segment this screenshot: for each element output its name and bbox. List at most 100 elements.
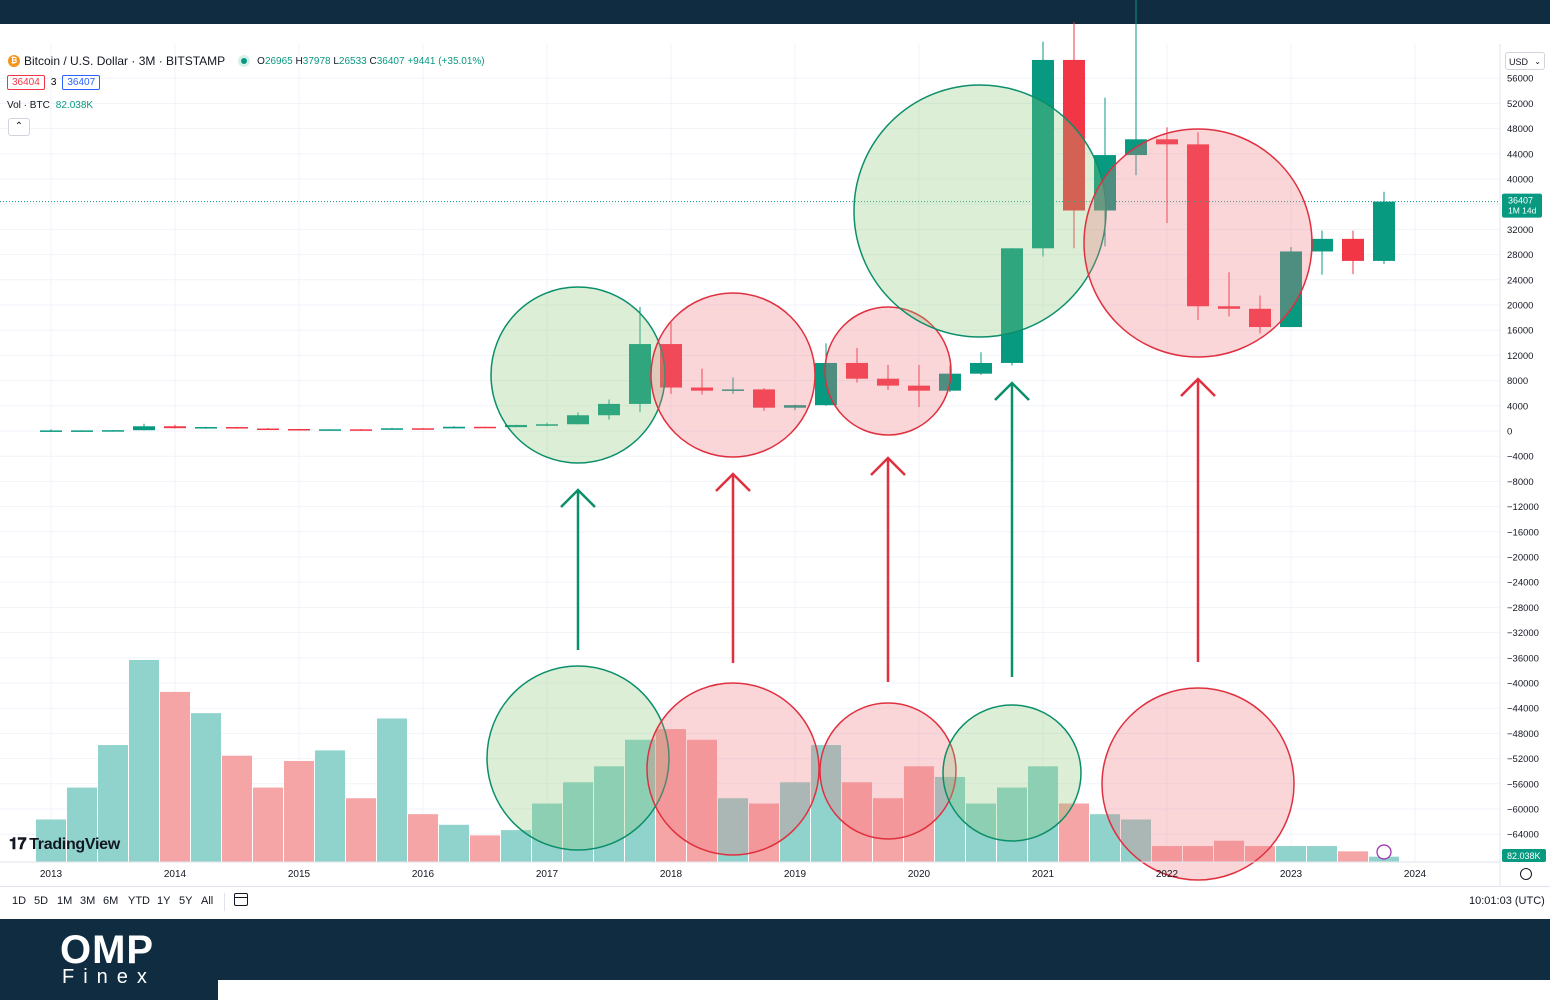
candle-body [288, 428, 310, 431]
tf-1y-button[interactable]: 1Y [157, 895, 171, 907]
volume-bar [67, 787, 97, 862]
candle-body [1218, 306, 1240, 309]
x-tick-label: 2017 [536, 869, 559, 880]
y-tick-label: −52000 [1507, 754, 1539, 765]
y-tick-label: 32000 [1507, 225, 1533, 236]
volume-bar [346, 798, 376, 862]
volume-bar [935, 776, 965, 862]
tf-1d-button[interactable]: 1D [12, 895, 27, 907]
y-tick-label: 20000 [1507, 301, 1533, 312]
volume-bar [1338, 851, 1368, 862]
arrow-head [870, 456, 906, 476]
volume-label: Vol · BTC [7, 100, 50, 111]
candle-body [536, 424, 558, 426]
tradingview-mark-icon: 𝟏𝟕 [9, 836, 27, 853]
tradingview-logo[interactable]: 𝟏𝟕 TradingView [9, 836, 120, 854]
candle-body [1187, 144, 1209, 307]
volume-bar [811, 745, 841, 862]
volume-bar [439, 824, 469, 862]
volume-bar [780, 782, 810, 862]
tradingview-wordmark: TradingView [29, 836, 120, 853]
y-tick-label: 12000 [1507, 351, 1533, 362]
candle-body [846, 362, 868, 379]
y-tick-label: −48000 [1507, 729, 1539, 740]
volume-highlight-circle [942, 704, 1082, 842]
y-tick-label: 28000 [1507, 250, 1533, 261]
tf-5d-button[interactable]: 5D [34, 895, 49, 907]
candle-body [40, 430, 62, 432]
tf-3m-button[interactable]: 3M [80, 895, 96, 907]
volume-bar [873, 798, 903, 862]
volume-bar [718, 798, 748, 862]
tf-5y-button[interactable]: 5Y [179, 895, 193, 907]
volume-bar [687, 739, 717, 862]
volume-bar [1183, 846, 1213, 862]
bid-price[interactable]: 36404 [7, 75, 45, 90]
price-candles [0, 0, 1500, 432]
ask-price[interactable]: 36407 [62, 75, 101, 90]
volume-highlight-circle [819, 702, 957, 840]
y-tick-label: 52000 [1507, 99, 1533, 110]
price-highlight-circle [490, 286, 666, 464]
candle-body [319, 429, 341, 431]
candle-body [691, 387, 713, 391]
symbol-title[interactable]: Bitcoin / U.S. Dollar · 3M · BITSTAMP [24, 54, 226, 68]
y-tick-label: −16000 [1507, 527, 1539, 538]
x-tick-label: 2013 [40, 869, 63, 880]
symbol-header[interactable]: ₿ Bitcoin / U.S. Dollar · 3M · BITSTAMP … [8, 54, 485, 68]
collapse-legend-button[interactable]: ⌃ [8, 118, 30, 136]
y-tick-label: −60000 [1507, 805, 1539, 816]
candle-body [257, 428, 279, 431]
y-tick-label: 56000 [1507, 74, 1533, 85]
arrow-head [994, 381, 1030, 401]
volume-bar [532, 803, 562, 862]
volume-bar [1214, 840, 1244, 862]
x-tick-label: 2024 [1404, 869, 1427, 880]
tf-ytd-button[interactable]: YTD [128, 895, 150, 907]
last-price-countdown: 1M 14d [1508, 206, 1537, 216]
price-axis: 5600052000480004400040000360003200028000… [1499, 44, 1546, 886]
candle-body [195, 427, 217, 429]
arrow-head [1180, 377, 1216, 397]
volume-value: 82.038K [55, 100, 94, 111]
utc-clock[interactable]: 10:01:03 (UTC) [1469, 895, 1545, 907]
y-tick-label: 4000 [1507, 401, 1528, 412]
y-tick-label: 16000 [1507, 326, 1533, 337]
y-tick-label: 40000 [1507, 175, 1533, 186]
candle-body [71, 430, 93, 432]
candle-body [753, 389, 775, 408]
volume-bar [501, 830, 531, 862]
y-tick-label: −44000 [1507, 704, 1539, 715]
price-highlight-circle [853, 84, 1107, 338]
y-tick-label: −36000 [1507, 653, 1539, 664]
volume-bar [160, 691, 190, 862]
volume-bar [36, 819, 66, 862]
volume-bar [408, 814, 438, 862]
bottom-toolbar: 1D 5D 1M 3M 6M YTD 1Y 5Y All 10:01:03 (U… [0, 886, 1550, 919]
y-tick-label: −28000 [1507, 603, 1539, 614]
x-tick-label: 2015 [288, 869, 311, 880]
price-highlight-circle [1083, 128, 1313, 358]
candle-body [970, 362, 992, 374]
gear-icon[interactable] [1520, 868, 1532, 880]
volume-bar [625, 739, 655, 862]
volume-bar [191, 713, 221, 862]
candle-body [1342, 238, 1364, 261]
volume-bar [129, 660, 159, 862]
volume-bar [1090, 814, 1120, 862]
volume-highlight-circle [646, 682, 820, 856]
volume-bar [1121, 819, 1151, 862]
arrow-head [560, 488, 596, 508]
volume-bar [470, 835, 500, 862]
tf-all-button[interactable]: All [201, 895, 214, 907]
volume-bar [253, 787, 283, 862]
candle-body [1063, 59, 1085, 211]
chart-area[interactable] [0, 24, 1550, 919]
candle-body [877, 378, 899, 386]
tf-6m-button[interactable]: 6M [103, 895, 119, 907]
tf-1m-button[interactable]: 1M [57, 895, 73, 907]
currency-select[interactable]: USD ⌄ [1505, 52, 1545, 70]
bid-ask-row: 36404 3 36407 [7, 75, 101, 90]
calendar-icon[interactable] [234, 893, 248, 906]
